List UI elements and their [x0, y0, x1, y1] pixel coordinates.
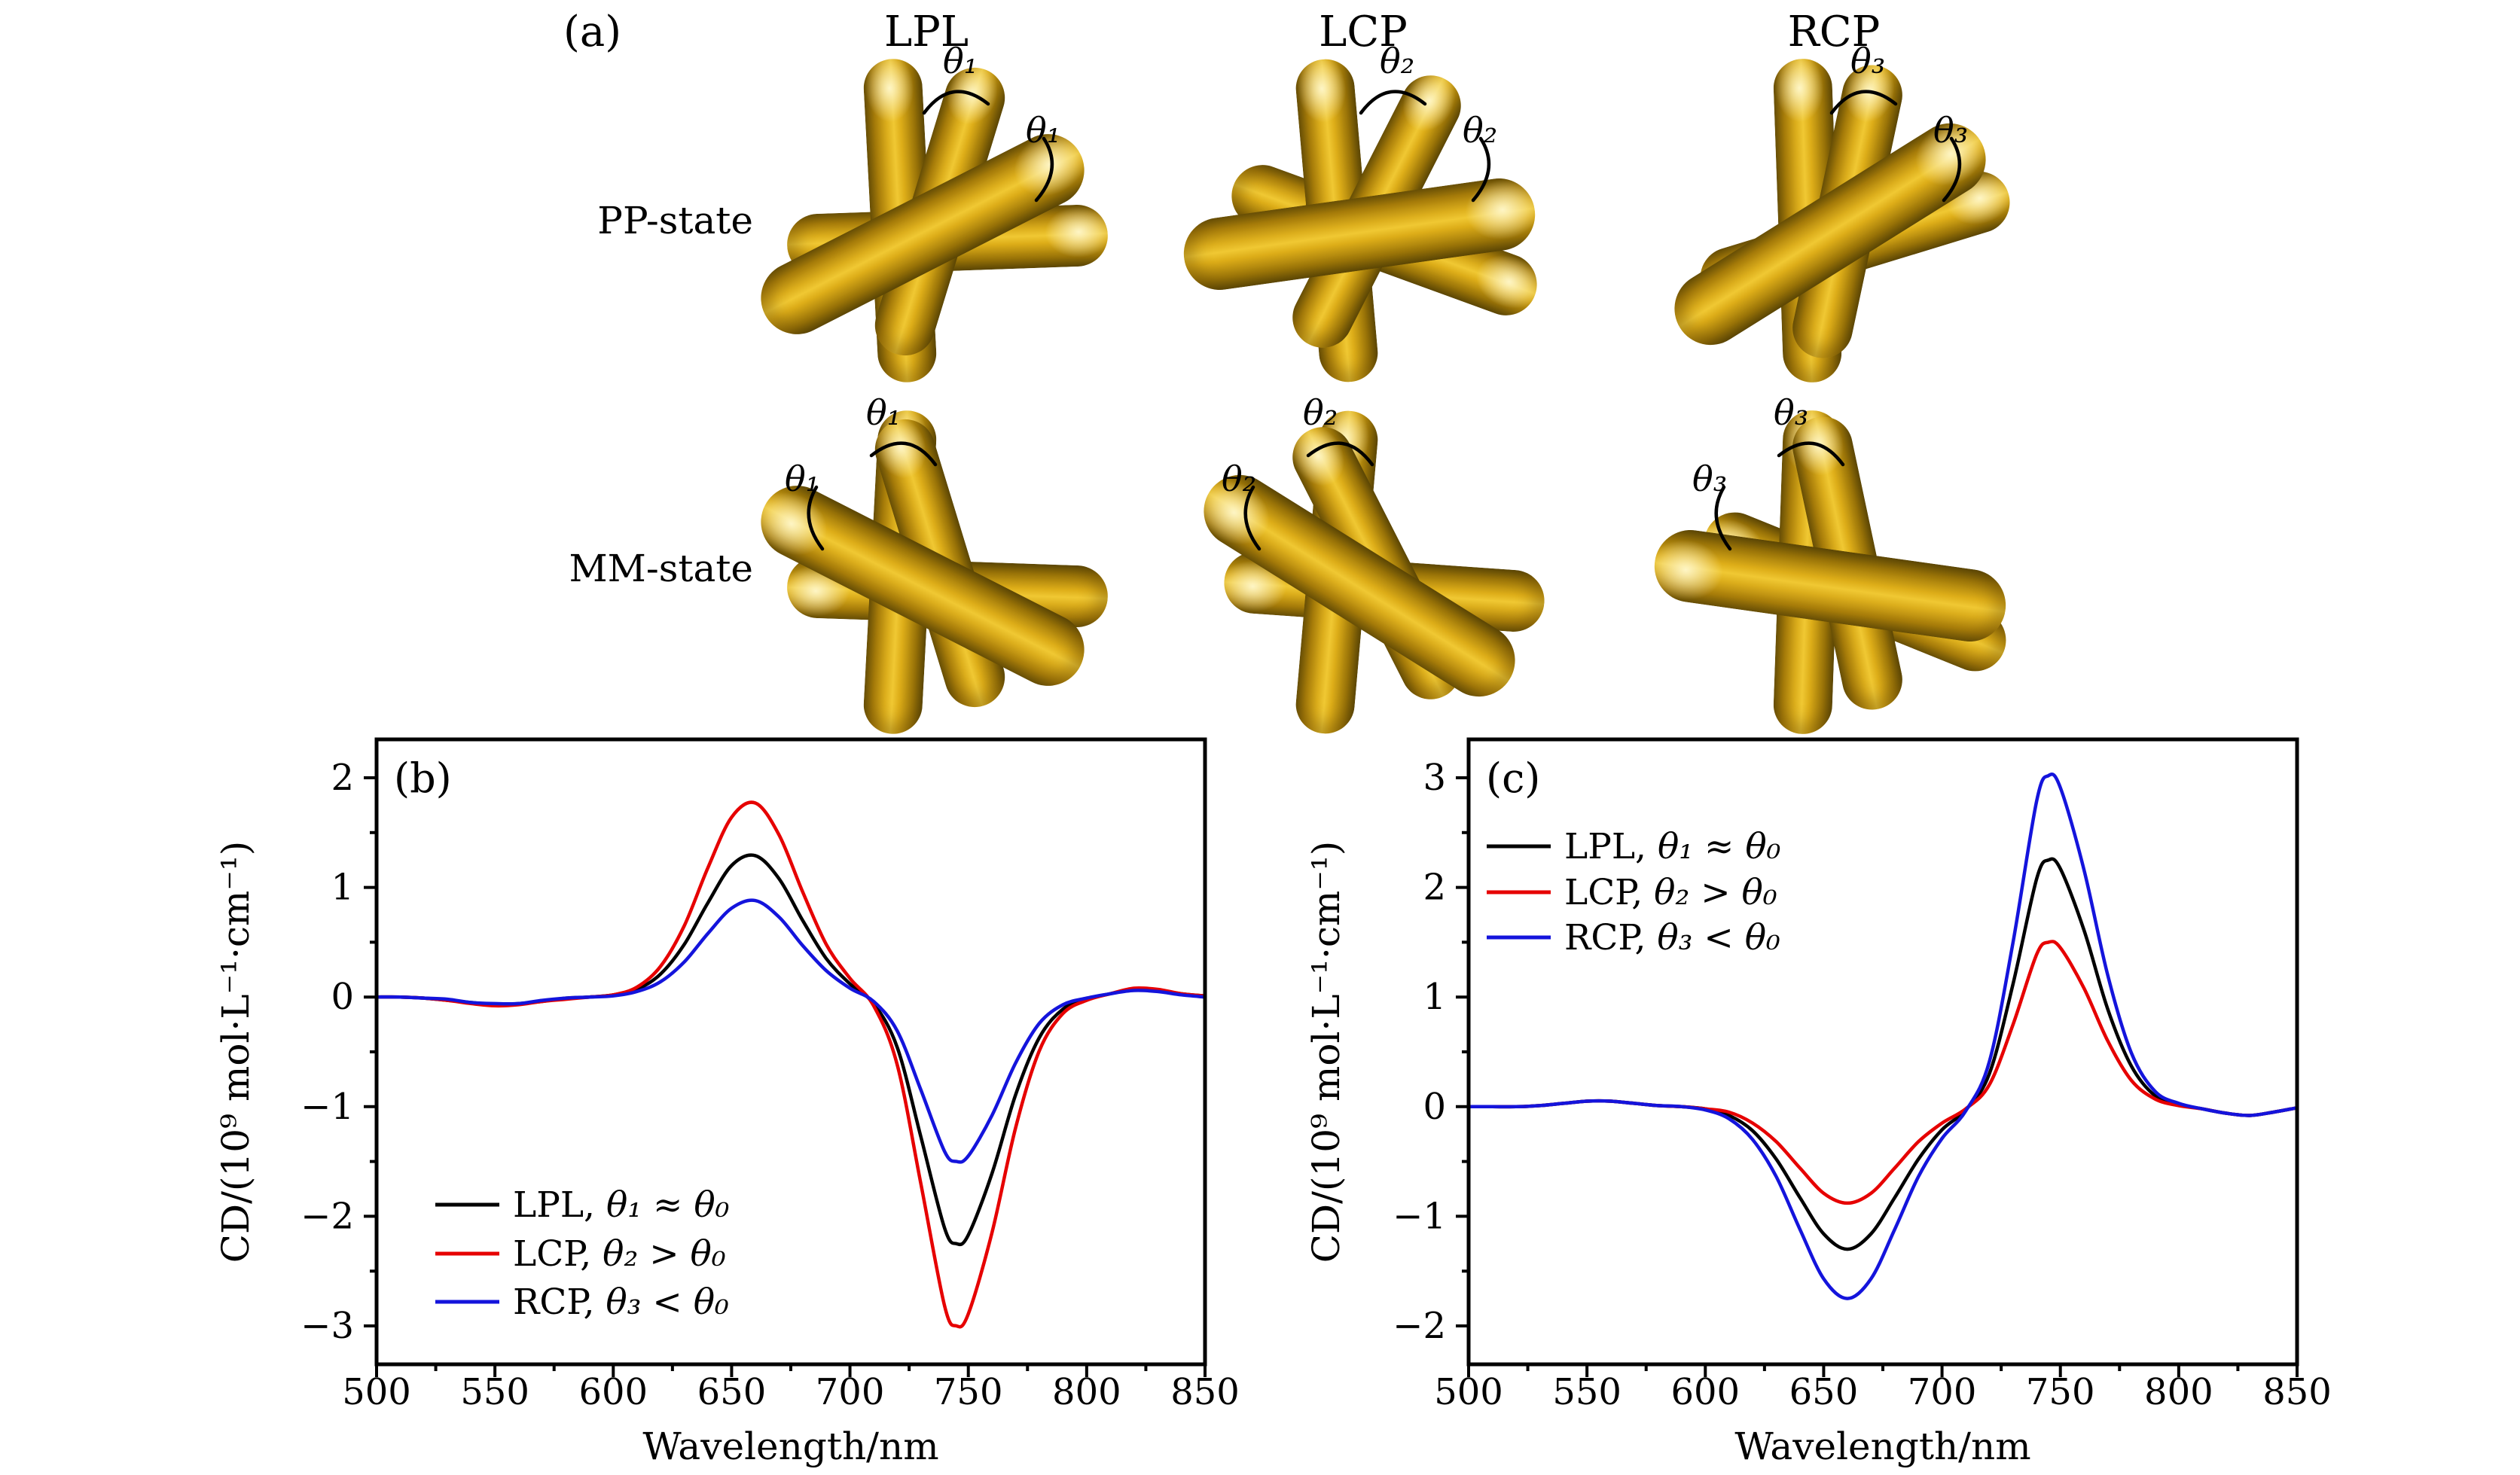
x-tick-label: 500: [342, 1371, 411, 1413]
legend-item-rcp: RCP, θ₃ < θ₀: [1487, 917, 1780, 958]
y-tick-label: 1: [331, 867, 354, 909]
nanorod-cluster-pp-lpl: θ₁ θ₁: [748, 41, 1109, 398]
plot-box: [1466, 737, 2299, 1367]
nanorod-cluster-pp-rcp: θ₃ θ₃: [1661, 41, 2018, 398]
legend-label: LCP, θ₂ > θ₀: [1564, 872, 1777, 913]
y-tick-label: −2: [301, 1195, 354, 1237]
panel-a-label: (a): [563, 8, 622, 56]
panel-label-c: (c): [1486, 754, 1540, 802]
nanorod-cluster-pp-lcp: θ₂ θ₂: [1179, 41, 1546, 398]
y-tick-label: −3: [301, 1305, 354, 1347]
theta-label-top: θ₁: [943, 41, 978, 81]
y-tick-label: −1: [1393, 1195, 1446, 1237]
theta-angle-arc: [1359, 90, 1427, 115]
curve-rcp: [374, 898, 1207, 1164]
y-tick-label: 3: [1423, 757, 1446, 799]
theta-angle-arc: [1777, 441, 1845, 467]
x-tick-label: 750: [934, 1371, 1003, 1413]
theta-angle-arc: [807, 485, 825, 551]
y-tick-label: 2: [1423, 867, 1446, 909]
nanorod-cluster-mm-lcp: θ₂ θ₂: [1190, 392, 1547, 749]
column-header-lcp: LCP: [1319, 8, 1408, 56]
theta-angle-arc: [1471, 136, 1491, 203]
x-tick-label: 600: [578, 1371, 648, 1413]
x-axis-title: Wavelength/nm: [1734, 1425, 2030, 1468]
x-tick-label: 650: [697, 1371, 767, 1413]
x-tick-label: 700: [816, 1371, 885, 1413]
x-axis-title: Wavelength/nm: [642, 1425, 938, 1468]
theta-label-top: θ₁: [866, 392, 902, 433]
curve-lcp: [1466, 940, 2299, 1205]
legend-label: LCP, θ₂ > θ₀: [513, 1233, 726, 1275]
y-tick-label: 0: [331, 976, 354, 1018]
theta-angle-arc: [1942, 136, 1962, 203]
theta-label-side: θ₃: [1933, 110, 1969, 151]
cd-chart-b: 500 550 600 650 700 750 800 850 2 1 0 −1 −2 −3 (b) Wave…: [214, 737, 1240, 1468]
theta-angle-arc: [1714, 485, 1732, 551]
theta-label-top: θ₂: [1303, 392, 1338, 433]
y-tick-label: −1: [301, 1086, 354, 1128]
legend-item-lpl: LPL, θ₁ ≈ θ₀: [1487, 826, 1781, 867]
x-tick-label: 850: [1170, 1371, 1240, 1413]
x-tick-label: 750: [2026, 1371, 2095, 1413]
theta-angle-arc: [1243, 485, 1262, 551]
cd-chart-c: 500 550 600 650 700 750 800 850 3 2 1 0 −1 −2 (c) Wavel…: [1304, 737, 2332, 1468]
x-tick-label: 500: [1434, 1371, 1503, 1413]
curve-lcp: [374, 800, 1207, 1329]
y-axis-title: CD/(10⁹ mol·L⁻¹·cm⁻¹): [1304, 841, 1348, 1263]
theta-angle-arc: [1034, 136, 1054, 203]
x-tick-label: 550: [460, 1371, 529, 1413]
nanorod-cluster-mm-lpl: θ₁ θ₁: [748, 392, 1109, 749]
y-tick-label: 2: [331, 757, 354, 799]
x-tick-label: 800: [2144, 1371, 2213, 1413]
cd-charts-svg: 500 550 600 650 700 750 800 850 2 1 0 −1 −2 −3 (b) Wave…: [214, 737, 2332, 1468]
panel-label-b: (b): [394, 754, 452, 802]
curve-rcp: [1466, 773, 2299, 1300]
x-tick-label: 800: [1052, 1371, 1121, 1413]
x-tick-label: 550: [1552, 1371, 1622, 1413]
legend-label: RCP, θ₃ < θ₀: [513, 1281, 729, 1323]
y-tick-label: 1: [1423, 976, 1446, 1018]
x-tick-label: 850: [2262, 1371, 2332, 1413]
legend-label: RCP, θ₃ < θ₀: [1564, 917, 1780, 958]
column-header-rcp: RCP: [1787, 8, 1881, 56]
row-label-mm-state: MM-state: [569, 547, 753, 590]
legend-item-lcp: LCP, θ₂ > θ₀: [435, 1233, 726, 1275]
theta-label-side: θ₁: [1026, 110, 1061, 151]
legend-label: LPL, θ₁ ≈ θ₀: [513, 1184, 730, 1226]
y-tick-label: −2: [1393, 1305, 1446, 1347]
column-header-lpl: LPL: [883, 8, 969, 56]
y-tick-label: 0: [1423, 1086, 1446, 1128]
row-label-pp-state: PP-state: [597, 199, 753, 242]
theta-label-top: θ₃: [1850, 41, 1886, 81]
theta-angle-arc: [869, 441, 938, 467]
legend-label: LPL, θ₁ ≈ θ₀: [1564, 826, 1781, 867]
theta-label-top: θ₂: [1380, 41, 1415, 81]
theta-angle-arc: [1829, 90, 1898, 115]
theta-angle-arc: [922, 90, 990, 115]
plot-box: [374, 737, 1207, 1367]
y-axis-title: CD/(10⁹ mol·L⁻¹·cm⁻¹): [214, 841, 258, 1263]
theta-angle-arc: [1306, 441, 1374, 467]
legend-item-lcp: LCP, θ₂ > θ₀: [1487, 872, 1777, 913]
x-tick-label: 600: [1670, 1371, 1740, 1413]
legend-item-rcp: RCP, θ₃ < θ₀: [435, 1281, 729, 1323]
theta-label-top: θ₃: [1774, 392, 1809, 433]
x-tick-label: 700: [1908, 1371, 1977, 1413]
theta-label-side: θ₂: [1463, 110, 1498, 151]
curve-lpl: [374, 853, 1207, 1247]
legend-item-lpl: LPL, θ₁ ≈ θ₀: [435, 1184, 730, 1226]
nanorod-cluster-mm-rcp: θ₃ θ₃: [1649, 392, 2015, 749]
x-tick-label: 650: [1789, 1371, 1859, 1413]
